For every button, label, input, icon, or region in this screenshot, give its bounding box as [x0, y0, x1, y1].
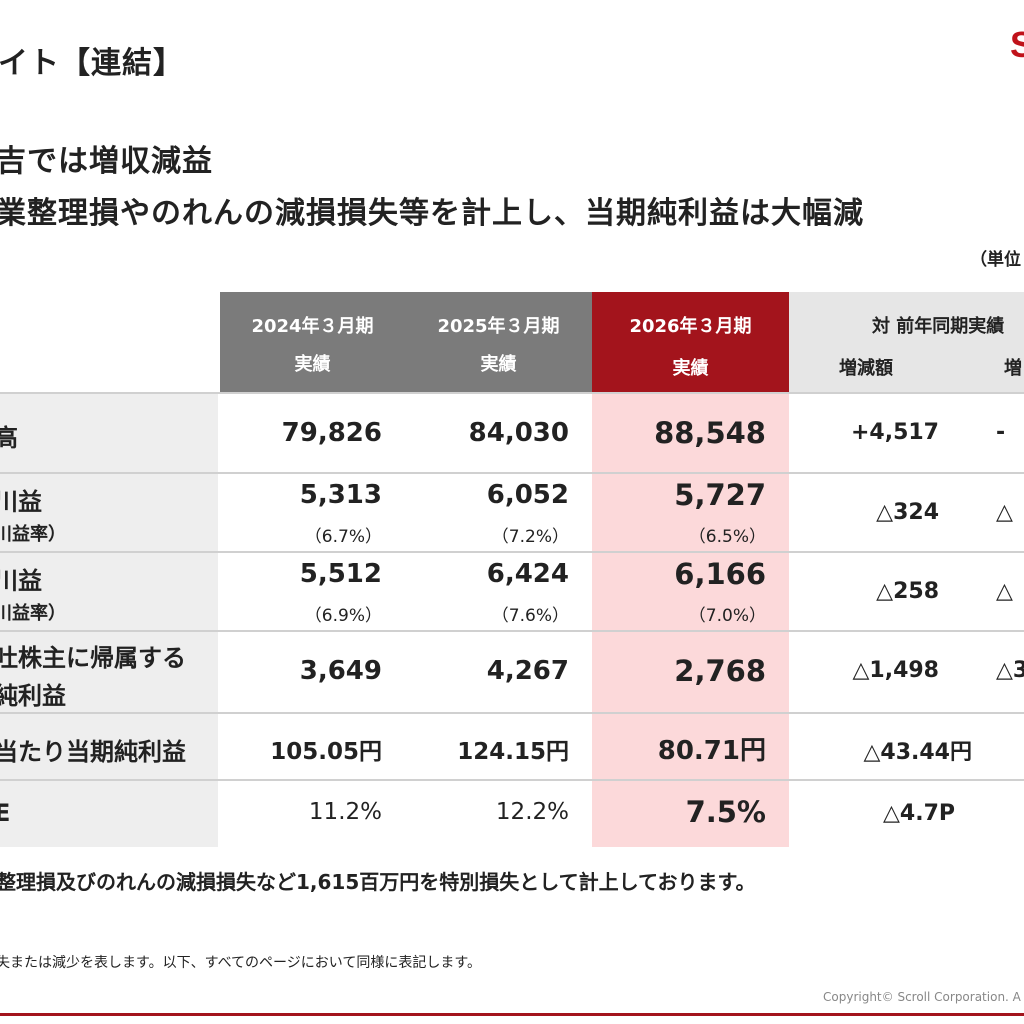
cell-diff: △4.7P	[882, 801, 955, 826]
company-logo: S	[1010, 24, 1024, 65]
cell-value-highlight: 5,727	[674, 478, 766, 512]
column-header-comparison: 対 前年同期実績 増減額 増	[789, 292, 1024, 392]
table-row: 吐株主に帰属する 純利益 3,649 4,267 2,768 △1,498 △3	[0, 630, 1024, 712]
table-row: 川益 川益率） 5,512 6,424 6,166 （6.9%） （7.6%） …	[0, 551, 1024, 631]
cell-value-highlight: 2,768	[674, 654, 766, 688]
cell-diff: △1,498	[852, 658, 939, 683]
headline-2: 業整理損やのれんの減損損失等を計上し、当期純利益は大幅減	[0, 196, 864, 231]
cell-subvalue: （7.2%）	[491, 527, 569, 547]
footnote-text: 失または減少を表します。以下、すべてのページにおいて同様に表記します。	[0, 955, 481, 971]
cell-rate-partial: -	[996, 420, 1006, 445]
column-header-label: 2026年３月期	[629, 316, 752, 337]
row-label: 吐株主に帰属する	[0, 644, 186, 672]
row-sublabel: 川益率）	[0, 524, 66, 545]
column-header-sublabel: 実績	[294, 354, 331, 375]
cell-subvalue: （6.9%）	[304, 606, 382, 626]
cell-value: 124.15円	[457, 739, 569, 765]
cell-value: 79,826	[281, 418, 382, 448]
cell-value: 4,267	[486, 656, 569, 686]
table-row: 高 79,826 84,030 88,548 +4,517 -	[0, 392, 1024, 472]
note-text: 整理損及びのれんの減損損失など1,615百万円を特別損失として計上しております。	[0, 870, 756, 894]
cell-value: 12.2%	[495, 799, 569, 825]
column-header-label: 2024年３月期	[251, 316, 374, 337]
cell-rate-partial: △3	[996, 658, 1024, 683]
cell-value: 5,313	[299, 480, 382, 510]
unit-label: （単位	[970, 250, 1021, 270]
table-row: 川益 川益率） 5,313 6,052 5,727 （6.7%） （7.2%） …	[0, 472, 1024, 552]
row-label: 高	[0, 424, 18, 452]
cell-value: 6,424	[486, 559, 569, 589]
comparison-title: 対 前年同期実績	[872, 316, 1005, 337]
comparison-diff-header: 増減額	[839, 358, 893, 379]
row-sublabel: 川益率）	[0, 603, 66, 624]
column-header-label: 2025年３月期	[437, 316, 560, 337]
row-label: 川益	[0, 488, 42, 516]
cell-diff: △324	[876, 500, 939, 525]
cell-subvalue: （7.6%）	[491, 606, 569, 626]
cell-value: 6,052	[486, 480, 569, 510]
column-header-sublabel: 実績	[672, 358, 709, 379]
cell-rate-partial: △	[996, 579, 1013, 604]
cell-diff: △43.44円	[863, 740, 972, 765]
cell-value-highlight: 88,548	[654, 416, 766, 450]
cell-rate-partial: △	[996, 500, 1013, 525]
column-header-sublabel: 実績	[480, 354, 517, 375]
cell-value: 84,030	[468, 418, 569, 448]
cell-value-highlight: 7.5%	[685, 795, 766, 829]
cell-value: 3,649	[299, 656, 382, 686]
row-label: E	[0, 799, 11, 827]
cell-value: 5,512	[299, 559, 382, 589]
cell-subvalue: （6.7%）	[304, 527, 382, 547]
headline-1: 吉では増収減益	[0, 144, 213, 179]
comparison-rate-header: 増	[1004, 358, 1022, 379]
copyright-text: Copyright© Scroll Corporation. A	[823, 990, 1021, 1004]
cell-value-highlight: 6,166	[674, 557, 766, 591]
page-title: イト【連結】	[0, 46, 184, 81]
cell-diff: +4,517	[850, 420, 939, 445]
cell-subvalue: （6.5%）	[688, 527, 766, 547]
cell-value: 11.2%	[308, 799, 382, 825]
row-label: 川益	[0, 567, 42, 595]
column-header-2026: 2026年３月期 実績	[592, 292, 789, 392]
row-label: 当たり当期純利益	[0, 738, 186, 766]
row-sublabel: 純利益	[0, 682, 66, 710]
table-row: 当たり当期純利益 105.05円 124.15円 80.71円 △43.44円	[0, 712, 1024, 780]
column-header-2024: 2024年３月期 実績	[220, 292, 405, 392]
table-row: E 11.2% 12.2% 7.5% △4.7P	[0, 779, 1024, 847]
cell-diff: △258	[876, 579, 939, 604]
cell-subvalue: （7.0%）	[688, 606, 766, 626]
cell-value-highlight: 80.71円	[657, 736, 766, 766]
column-header-2025: 2025年３月期 実績	[405, 292, 592, 392]
cell-value: 105.05円	[270, 739, 382, 765]
bottom-divider	[0, 1013, 1024, 1016]
